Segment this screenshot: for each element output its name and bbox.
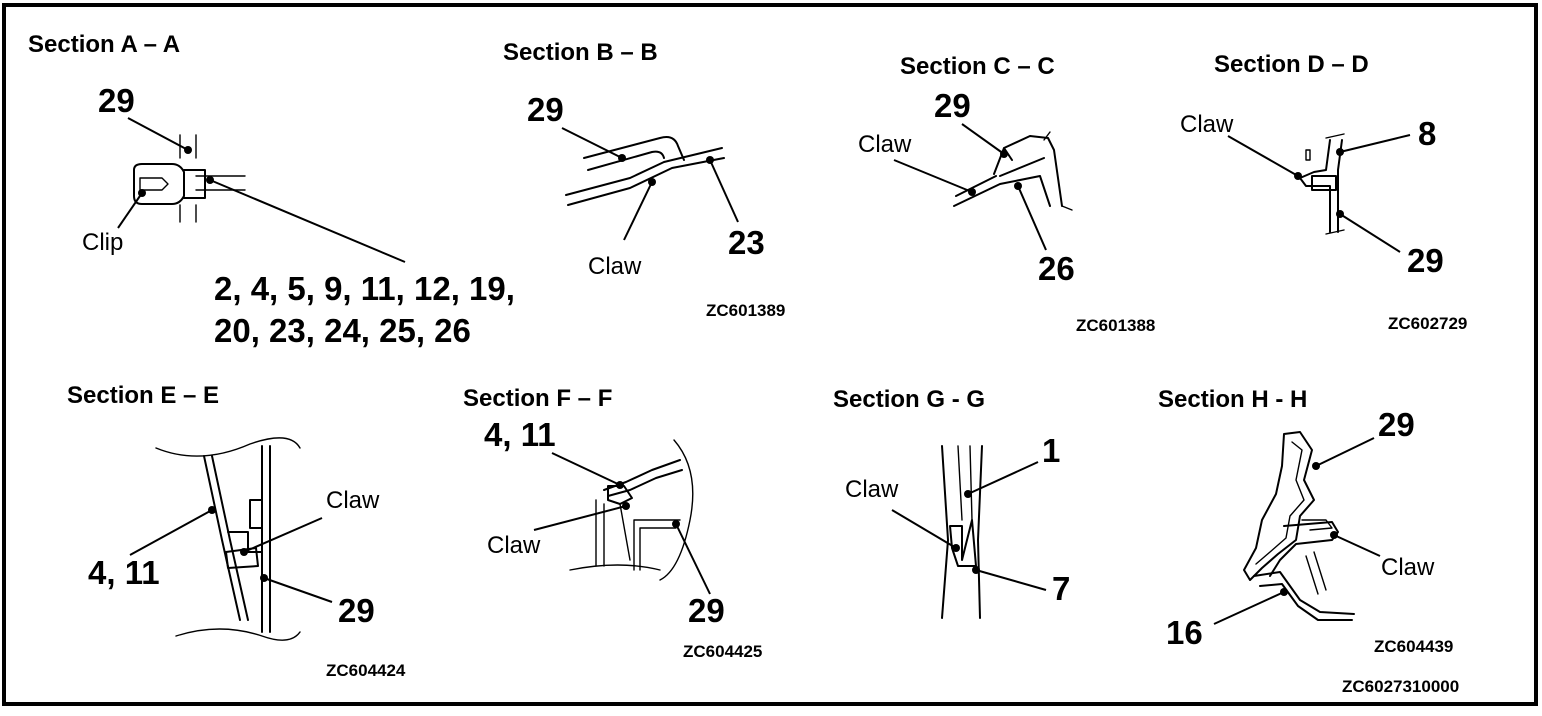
section-h-title: Section H - H: [1158, 386, 1307, 413]
section-a-parts-line1: 2, 4, 5, 9, 11, 12, 19,: [214, 270, 515, 307]
section-f-label-4-11: 4, 11: [484, 416, 556, 453]
figure-code: ZC6027310000: [1342, 677, 1459, 696]
section-d-label-29: 29: [1407, 242, 1444, 279]
section-d: Section D – D Claw 8 29 ZC602729: [1180, 51, 1467, 333]
section-d-label-claw: Claw: [1180, 111, 1234, 138]
section-e-title: Section E – E: [67, 382, 219, 409]
section-c-drawing: [893, 123, 1073, 251]
section-f-drawing: [533, 439, 711, 595]
section-c-label-claw: Claw: [858, 131, 912, 158]
section-g-label-7: 7: [1052, 570, 1070, 607]
section-c: Section C – C 29 Claw 26 ZC601388: [858, 53, 1155, 335]
section-b-title: Section B – B: [503, 39, 658, 66]
section-d-drawing: [1227, 133, 1411, 253]
section-g-label-1: 1: [1042, 432, 1060, 469]
section-f-label-claw: Claw: [487, 532, 541, 559]
section-f-label-29: 29: [688, 592, 725, 629]
section-h-label-29: 29: [1378, 406, 1415, 443]
section-b-label-23: 23: [728, 224, 765, 261]
section-e-drawing: [129, 437, 333, 641]
section-e-label-claw: Claw: [326, 487, 380, 514]
section-e-code: ZC604424: [326, 661, 406, 680]
section-d-title: Section D – D: [1214, 51, 1369, 78]
section-d-label-8: 8: [1418, 115, 1436, 152]
section-h-label-16: 16: [1166, 614, 1203, 651]
section-b-label-29: 29: [527, 91, 564, 128]
section-c-code: ZC601388: [1076, 316, 1155, 335]
section-a-label-clip: Clip: [82, 229, 123, 256]
outer-border: [2, 3, 1538, 706]
section-c-label-29: 29: [934, 87, 971, 124]
section-g: Section G - G Claw 1 7: [833, 386, 1070, 619]
section-e-label-4-11: 4, 11: [88, 554, 160, 591]
section-b-drawing: [561, 127, 739, 241]
section-e: Section E – E Claw 4, 11 29 ZC604424: [67, 382, 406, 680]
section-e-label-29: 29: [338, 592, 375, 629]
section-c-title: Section C – C: [900, 53, 1055, 80]
section-h-code: ZC604439: [1374, 637, 1453, 656]
section-a-title: Section A – A: [28, 31, 180, 58]
section-g-title: Section G - G: [833, 386, 985, 413]
section-b-code: ZC601389: [706, 301, 785, 320]
section-a-label-29: 29: [98, 82, 135, 119]
section-a: Section A – A 29 Clip 2, 4, 5, 9, 11, 12…: [28, 31, 515, 349]
section-g-label-claw: Claw: [845, 476, 899, 503]
section-d-code: ZC602729: [1388, 314, 1467, 333]
section-a-drawing: [117, 117, 406, 263]
section-h-drawing: [1213, 431, 1381, 625]
section-b: Section B – B 29 Claw 23 ZC601389: [503, 39, 785, 320]
section-g-drawing: [891, 445, 1047, 619]
section-h-label-claw: Claw: [1381, 554, 1435, 581]
section-b-label-claw: Claw: [588, 253, 642, 280]
section-c-label-26: 26: [1038, 250, 1075, 287]
section-f-title: Section F – F: [463, 385, 612, 412]
section-a-parts-line2: 20, 23, 24, 25, 26: [214, 312, 471, 349]
section-f-code: ZC604425: [683, 642, 762, 661]
section-f: Section F – F 4, 11 Claw 29 ZC604425: [463, 385, 762, 661]
section-h: Section H - H 29 Claw 16 ZC604439: [1158, 386, 1453, 656]
